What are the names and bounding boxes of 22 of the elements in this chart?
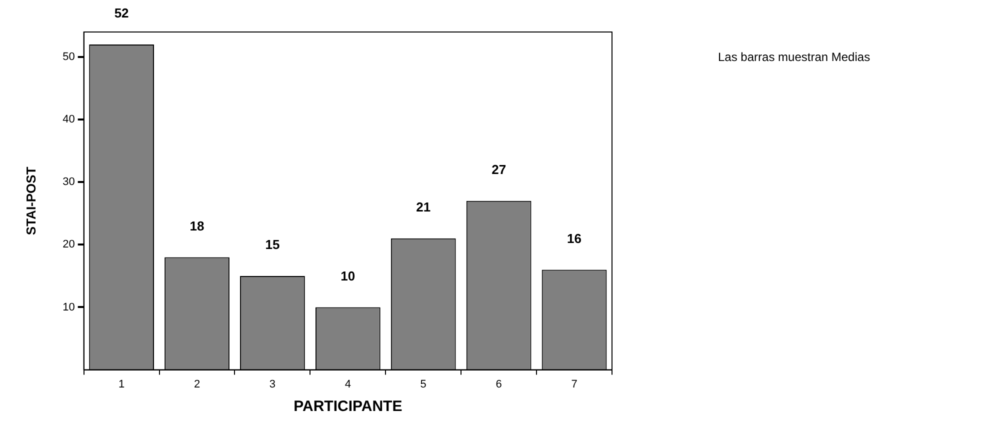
y-tick-label: 50 [62,51,75,64]
x-tick-label: 4 [344,378,351,390]
y-tick-label: 10 [62,301,75,314]
data-label: 27 [492,162,506,177]
x-tick-label: 5 [420,378,426,390]
y-tick-label: 20 [62,238,75,251]
x-tick-label: 7 [571,378,578,390]
x-axis-title: PARTICIPANTE [294,398,402,416]
text: Las barras muestran Medias [718,50,870,64]
x-tick-label: 2 [194,378,200,390]
data-label: 52 [114,6,129,21]
data-label: 15 [265,237,280,252]
y-axis-title: STAI-POST [23,166,38,236]
x-tick-label: 3 [269,378,276,390]
x-tick-label: 6 [496,378,502,390]
x-tick-label: 1 [118,378,125,390]
y-tick-label: 30 [62,176,75,188]
data-label: 10 [340,268,356,284]
data-label: 16 [567,230,582,246]
data-label: 21 [416,200,431,215]
y-tick-label: 40 [62,114,75,126]
data-label: 18 [190,218,204,234]
